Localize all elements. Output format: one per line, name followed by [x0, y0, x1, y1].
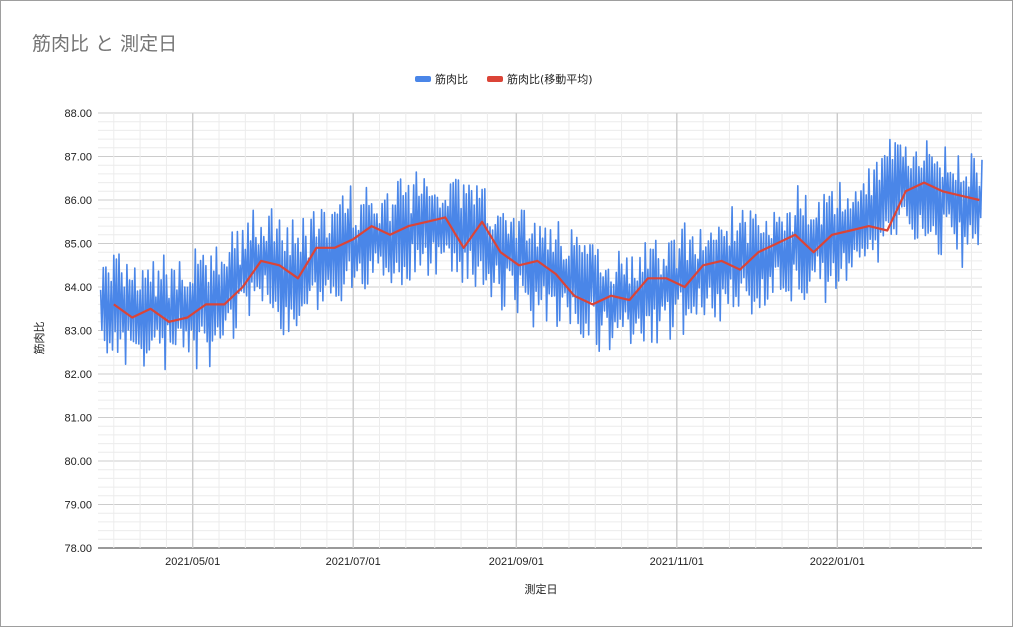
chart-title: 筋肉比 と 測定日 [32, 33, 178, 55]
y-tick-label: 87.00 [64, 152, 92, 164]
x-tick-label: 2021/07/01 [326, 556, 381, 568]
y-tick-label: 84.00 [64, 282, 92, 294]
legend-item-raw[interactable]: 筋肉比 [415, 72, 468, 86]
legend-swatch-moving-average [487, 76, 503, 82]
y-tick-label: 86.00 [64, 195, 92, 207]
grid-layer [98, 112, 982, 549]
y-tick-label: 78.00 [64, 543, 92, 555]
legend-item-moving-average[interactable]: 筋肉比(移動平均) [487, 72, 593, 86]
x-tick-label: 2021/11/01 [650, 556, 704, 568]
x-tick-label: 2021/05/01 [165, 556, 220, 568]
y-tick-label: 81.00 [64, 413, 92, 425]
series-layer [99, 138, 983, 371]
x-tick-label: 2022/01/01 [810, 556, 865, 568]
y-tick-label: 85.00 [64, 239, 92, 251]
series-line-moving-average [113, 181, 980, 323]
legend[interactable]: 筋肉比 筋肉比(移動平均) [415, 72, 593, 86]
legend-swatch-raw [415, 76, 431, 82]
y-axis-title: 筋肉比 [32, 322, 46, 355]
y-axis-ticks: 78.00 79.00 80.00 81.00 82.00 83.00 84.00 85.00… [64, 108, 92, 555]
y-tick-label: 80.00 [64, 456, 92, 468]
x-axis-ticks: 2021/05/01 2021/07/01 2021/09/01 2021/11/01… [165, 556, 865, 568]
x-axis-title: 測定日 [525, 582, 558, 596]
x-tick-label: 2021/09/01 [489, 556, 544, 568]
series-line-raw [99, 138, 983, 371]
y-tick-label: 83.00 [64, 326, 92, 338]
legend-label-raw: 筋肉比 [435, 72, 468, 86]
y-tick-label: 82.00 [64, 369, 92, 381]
y-tick-label: 79.00 [64, 500, 92, 512]
legend-label-moving-average: 筋肉比(移動平均) [507, 72, 593, 86]
y-tick-label: 88.00 [64, 108, 92, 120]
